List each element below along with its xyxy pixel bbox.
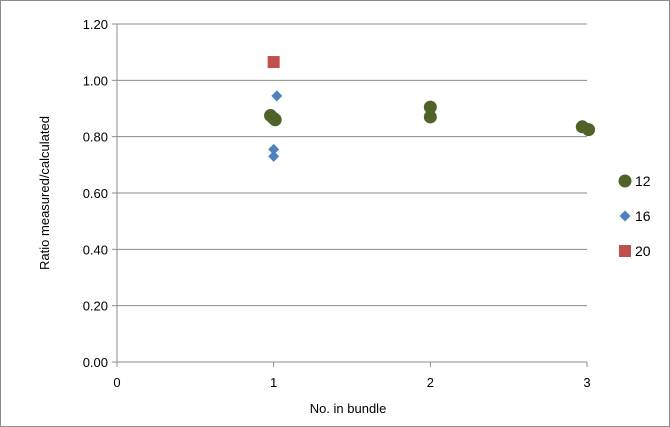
x-tick-label: 2	[427, 375, 434, 390]
y-tick-label: 0.40	[83, 242, 108, 257]
data-point-12	[582, 123, 596, 137]
y-tick-label: 1.20	[83, 17, 108, 32]
legend-label: 16	[635, 208, 651, 224]
legend-item-16: 16	[619, 208, 651, 224]
y-tick-label: 0.80	[83, 130, 108, 145]
legend-item-12: 12	[618, 173, 651, 189]
gridlines	[117, 23, 587, 307]
data-point-12	[268, 113, 282, 127]
y-tick-label: 1.00	[83, 73, 108, 88]
tick-labels: 0.00 0.20 0.40 0.60 0.80 1.00 1.20 0 1 2 3	[83, 17, 591, 390]
legend-marker-12	[618, 174, 632, 188]
data-point-12	[423, 100, 437, 114]
x-tick-label: 0	[113, 375, 120, 390]
legend-label: 20	[635, 243, 651, 259]
data-point-16	[268, 150, 280, 162]
y-axis-title: Ratio measured/calculated	[37, 116, 52, 270]
x-tick-label: 3	[583, 375, 590, 390]
x-tick-label: 1	[270, 375, 277, 390]
y-tick-label: 0.00	[83, 355, 108, 370]
y-tick-label: 0.60	[83, 186, 108, 201]
axes	[112, 23, 588, 367]
x-axis-title: No. in bundle	[310, 401, 387, 416]
y-tick-label: 0.20	[83, 299, 108, 314]
legend-label: 12	[635, 173, 651, 189]
data-point-16	[268, 143, 280, 155]
legend-item-20: 20	[619, 243, 651, 259]
legend-marker-16	[619, 210, 631, 222]
data-points	[264, 56, 596, 162]
data-point-16	[271, 90, 283, 102]
data-point-20	[267, 56, 280, 69]
legend-marker-20	[619, 245, 631, 257]
legend: 12 16 20	[618, 173, 651, 259]
data-point-12	[423, 110, 437, 124]
